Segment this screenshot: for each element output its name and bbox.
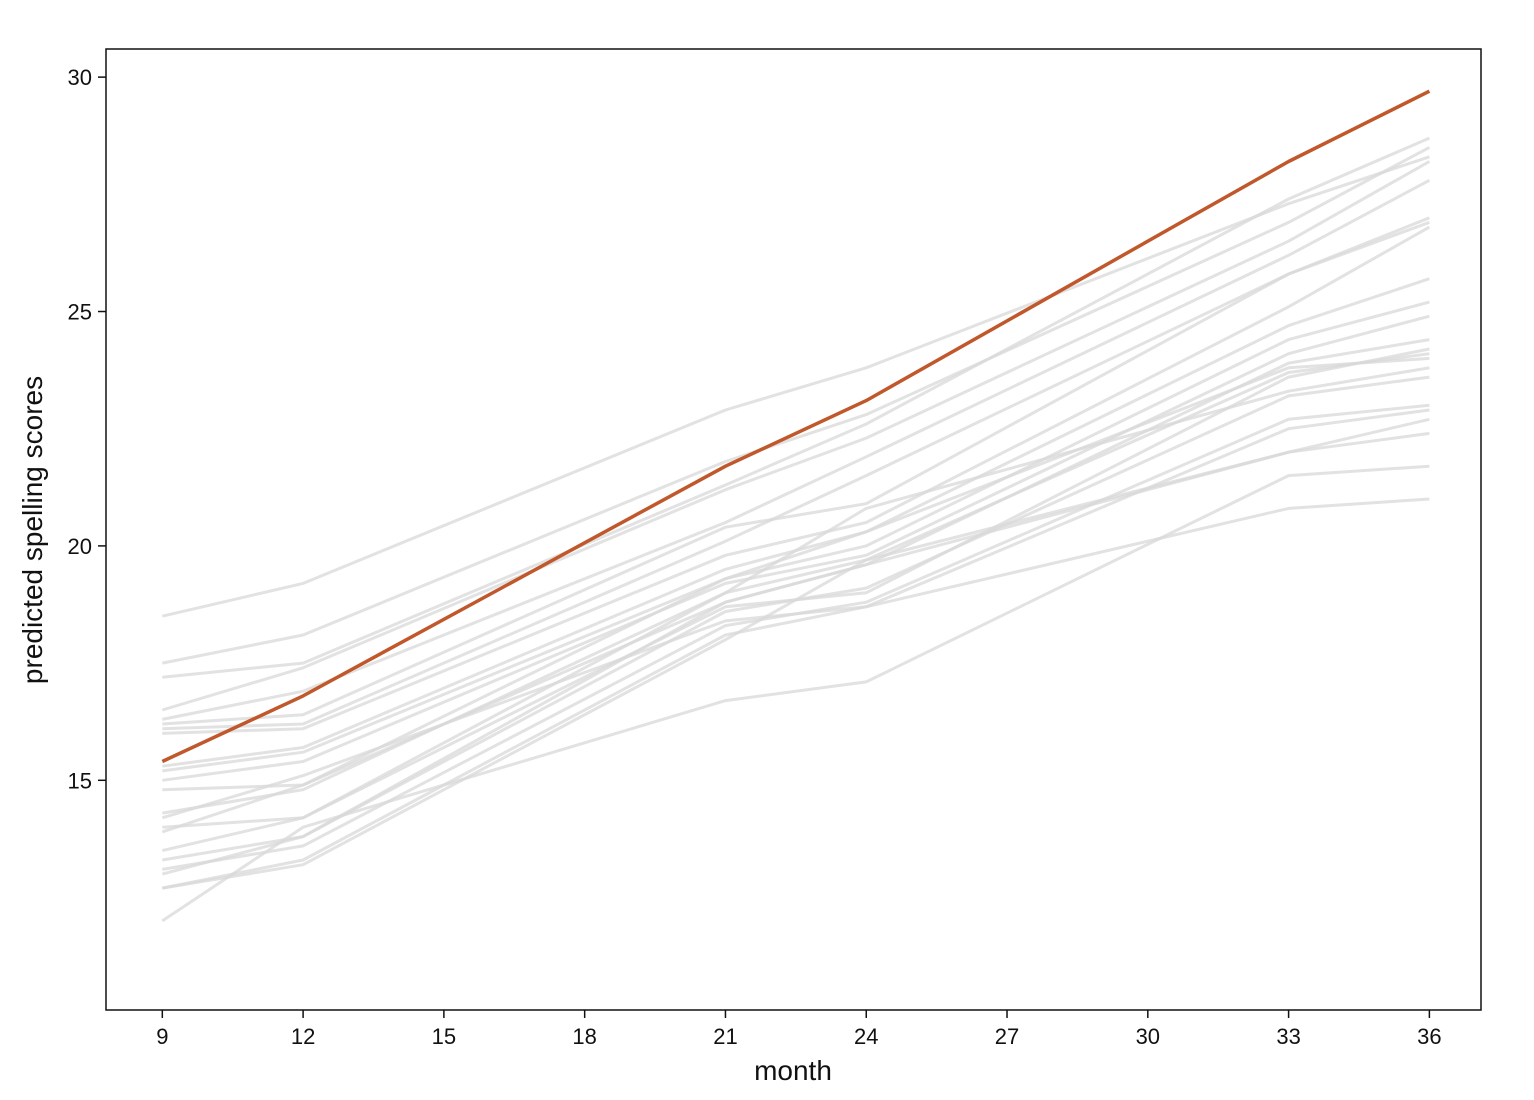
x-tick-label: 12: [291, 1024, 315, 1049]
series-line-16: [161, 366, 1430, 853]
y-axis: 15 20 25 30: [68, 65, 106, 793]
y-tick-label: 20: [68, 534, 92, 559]
x-tick-label: 24: [854, 1024, 878, 1049]
series-line-8: [162, 225, 1431, 735]
x-tick-label: 15: [432, 1024, 456, 1049]
y-axis-title: predicted spelling scores: [17, 376, 48, 684]
y-tick-label: 15: [68, 768, 92, 793]
series-line-19: [162, 408, 1430, 890]
x-tick-label: 30: [1136, 1024, 1160, 1049]
series-line-2: [162, 146, 1431, 665]
series-line-23: [161, 497, 1430, 820]
series-line-11: [162, 314, 1430, 782]
series-line-7: [162, 220, 1430, 731]
series-line-22: [161, 464, 1430, 923]
highlighted-series-line: [161, 89, 1431, 764]
series-line-4: [161, 160, 1431, 712]
y-tick-label: 30: [68, 65, 92, 90]
series-line-10: [162, 300, 1430, 773]
series-line-15: [161, 356, 1430, 834]
x-tick-label: 21: [713, 1024, 737, 1049]
x-tick-label: 18: [572, 1024, 596, 1049]
plot-frame: [105, 48, 1482, 1011]
series-line-3: [162, 136, 1430, 679]
series-line-5: [162, 178, 1431, 721]
x-tick-label: 27: [995, 1024, 1019, 1049]
x-axis: 9 12 15 18 21 24 27 30 33 36: [156, 1010, 1442, 1049]
x-axis-title: month: [754, 1055, 832, 1086]
series-layer: [161, 136, 1431, 923]
x-tick-label: 9: [156, 1024, 168, 1049]
series-line-20: [162, 417, 1430, 890]
x-tick-label: 33: [1276, 1024, 1300, 1049]
y-tick-label: 25: [68, 300, 92, 325]
x-tick-label: 36: [1417, 1024, 1441, 1049]
series-line-1: [161, 155, 1430, 618]
highlight-layer: [161, 89, 1431, 764]
